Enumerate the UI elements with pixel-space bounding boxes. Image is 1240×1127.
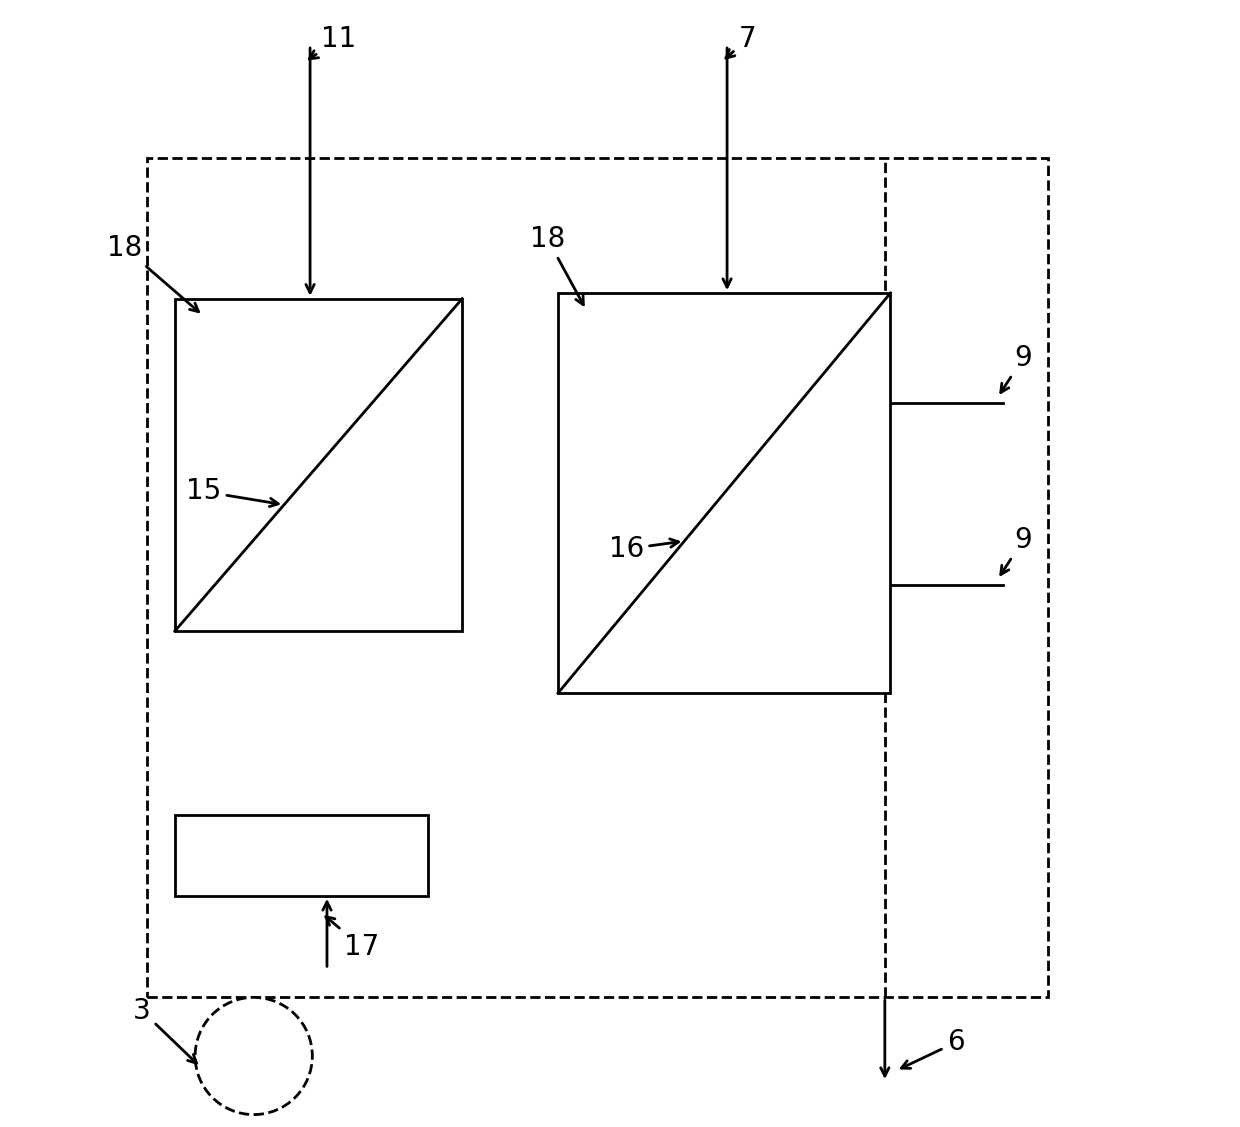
Text: 7: 7 [725, 26, 756, 59]
Text: 16: 16 [609, 535, 678, 564]
Text: 15: 15 [186, 478, 278, 506]
Text: 3: 3 [133, 997, 196, 1063]
Bar [175, 299, 463, 631]
Bar [175, 815, 428, 896]
Bar [558, 293, 890, 693]
Bar [146, 158, 1048, 997]
Text: 18: 18 [529, 225, 583, 304]
Text: 9: 9 [1001, 526, 1032, 575]
Circle shape [195, 997, 312, 1115]
Text: 17: 17 [326, 916, 379, 960]
Text: 18: 18 [107, 234, 198, 312]
Text: 9: 9 [1001, 344, 1032, 392]
Text: 6: 6 [901, 1029, 965, 1068]
Text: 11: 11 [309, 26, 357, 59]
